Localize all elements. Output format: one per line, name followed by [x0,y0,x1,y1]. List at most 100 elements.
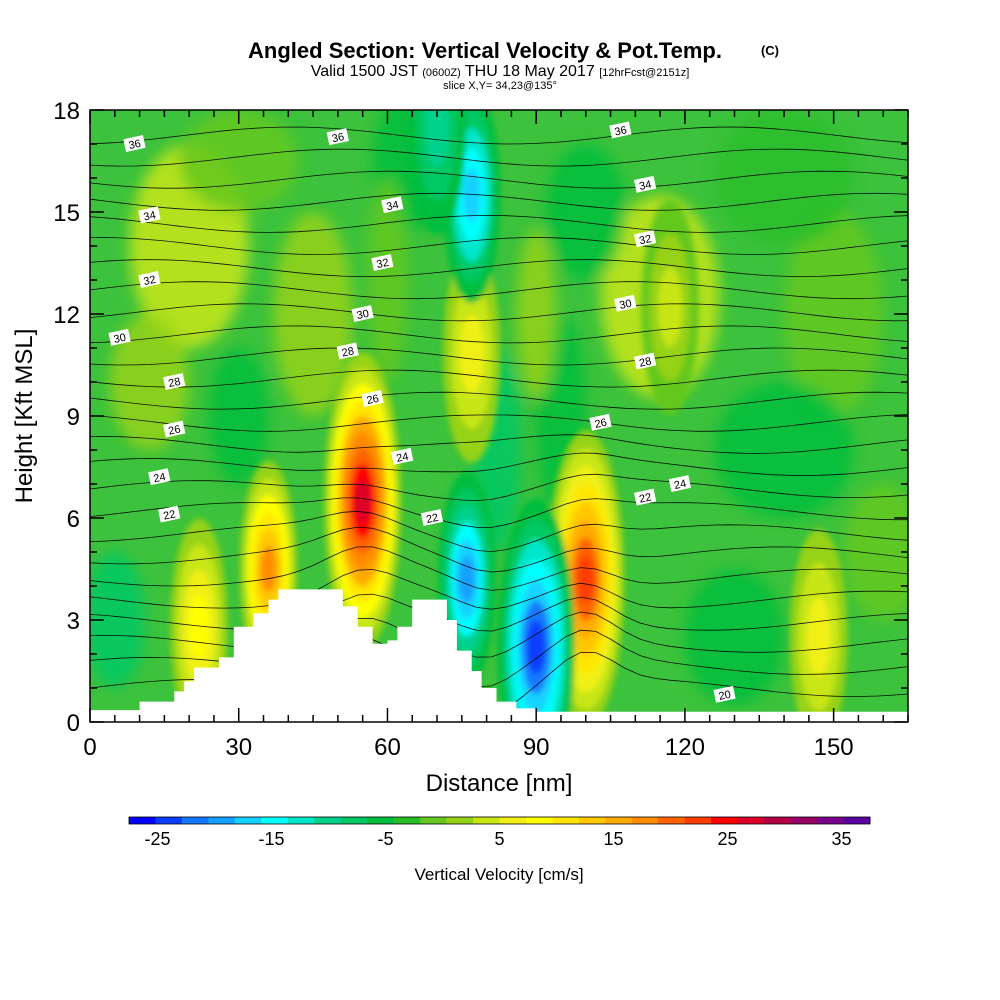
colorbar-segment [737,817,765,824]
colorbar-tick-label: -5 [377,829,393,849]
theta-contour-label: 32 [138,271,161,288]
theta-contour-line [90,347,908,366]
theta-contour-line [90,497,908,528]
y-tick-label: 6 [67,506,80,533]
colorbar: -25 -15 -5 5 15 25 35 [128,816,871,849]
theta-label-text: 22 [162,508,176,522]
theta-label-text: 28 [341,345,355,359]
theta-label-text: 32 [142,274,156,288]
theta-contour-labels: 36 36 36 34 34 34 32 32 32 30 30 30 28 28 28 26 26 26 24 24… [108,121,736,703]
theta-contour-label: 30 [614,294,637,312]
theta-contour-label: 30 [351,305,374,322]
colorbar-segment [287,817,315,824]
chart-title: Angled Section: Vertical Velocity & Pot.… [248,38,722,63]
theta-label-box [609,121,632,139]
theta-contour-label: 22 [420,509,444,526]
colorbar-segment [631,817,659,824]
colorbar-segment [129,817,156,824]
theta-contour-line [90,325,908,344]
colorbar-segment [393,817,421,824]
velocity-core [188,595,210,659]
colorbar-tick-label: 15 [603,829,623,849]
velocity-region [90,552,145,688]
x-tick-label: 120 [665,734,705,761]
theta-contour-line [90,414,908,432]
theta-label-box [633,488,657,506]
theta-contour-line [90,170,908,189]
theta-label-text: 24 [673,478,687,492]
theta-label-box [420,509,444,526]
theta-label-text: 36 [128,138,142,152]
colorbar-segment [234,817,262,824]
colorbar-label: Vertical Velocity [cm/s] [414,865,583,884]
theta-contour-line [90,281,908,300]
colorbar-segment [446,817,474,824]
theta-label-text: 30 [618,298,632,312]
theta-contour-line [90,303,908,322]
theta-contour-label: 34 [633,175,657,193]
theta-label-text: 28 [638,355,652,369]
theta-label-box [614,294,637,312]
theta-contour-line [90,526,908,573]
y-tick-label: 0 [67,710,80,737]
velocity-region [208,348,269,484]
theta-contour-line [90,568,908,610]
theta-label-box [336,342,359,360]
theta-contour-line [90,214,908,233]
velocity-region [179,110,299,212]
theta-contour-line [90,237,908,255]
theta-label-text: 22 [425,512,439,526]
colorbar-segment [578,817,606,824]
theta-label-text: 28 [167,376,181,390]
theta-contour-label: 24 [668,475,692,492]
theta-contour-line [90,546,908,591]
colorbar-segment [525,817,553,824]
colorbar-segment [658,817,686,824]
x-axis: 0 30 60 90 120 150 [83,110,909,761]
colorbar-tick-label: -25 [144,829,170,849]
velocity-core [577,555,595,604]
velocity-region [714,382,854,518]
velocity-region [784,212,884,416]
theta-contour-label: 32 [371,254,394,271]
theta-label-text: 36 [331,131,345,145]
theta-contour-label: 36 [326,128,349,145]
theta-label-box [361,390,384,407]
y-tick-label: 15 [53,200,80,227]
chart-subtitle: Valid 1500 JST (0600Z) THU 18 May 2017 [… [311,63,690,80]
theta-contour-label: 34 [381,196,404,213]
colorbar-segment [155,817,183,824]
theta-label-box [371,254,394,271]
colorbar-segment [552,817,580,824]
theta-label-text: 26 [167,423,181,437]
velocity-region [109,314,190,450]
theta-contour-label: 34 [138,206,161,224]
x-tick-label: 60 [374,734,401,761]
copyright-mark: (C) [761,43,779,58]
theta-contour-line [90,126,908,145]
theta-contour-label: 22 [158,505,181,523]
theta-contour-label: 28 [336,342,359,360]
theta-label-box [713,685,736,703]
velocity-core [462,168,481,222]
theta-label-text: 22 [638,491,652,505]
theta-contour-line [90,391,908,410]
theta-label-box [138,271,161,288]
theta-contour-label: 36 [609,121,632,139]
theta-contour-line [90,434,908,454]
velocity-core [354,479,371,523]
x-tick-label: 0 [83,734,96,761]
y-tick-label: 12 [53,302,80,329]
slice-info: slice X,Y= 34,23@135° [443,80,557,92]
theta-contour-line [90,192,908,211]
y-tick-label: 3 [67,608,80,635]
velocity-region [684,569,785,705]
velocity-core [806,597,832,677]
theta-label-box [351,305,374,322]
theta-label-text: 30 [113,332,127,346]
theta-contour-label: 36 [123,135,146,152]
theta-contour-label: 26 [361,390,384,407]
colorbar-tick-label: 35 [831,829,851,849]
theta-contour-line [90,259,908,278]
theta-contour-label: 26 [589,413,612,431]
